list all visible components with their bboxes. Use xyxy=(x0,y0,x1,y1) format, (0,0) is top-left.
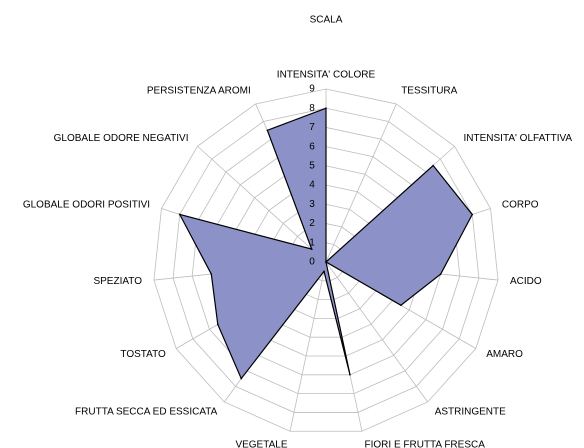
category-label-7: ASTRINGENTE xyxy=(435,406,506,417)
category-label-5: ACIDO xyxy=(510,276,542,287)
data-point-9 xyxy=(323,270,325,273)
category-label-12: SPEZIATO xyxy=(93,276,142,287)
grid-spoke-2 xyxy=(325,103,397,263)
tick-label-0: 0 xyxy=(309,257,315,268)
tick-label-7: 7 xyxy=(309,122,315,133)
category-label-10: FRUTTA SECCA ED ESSICATA xyxy=(75,406,218,417)
data-point-5 xyxy=(439,273,442,275)
data-point-15 xyxy=(266,129,269,132)
category-labels: INTENSITA' COLORE TESSITURA INTENSITA' OLF… xyxy=(23,70,573,448)
tick-label-6: 6 xyxy=(309,141,315,152)
series-area xyxy=(178,107,473,380)
data-point-3 xyxy=(432,164,434,167)
tick-label-2: 2 xyxy=(309,218,315,229)
tick-label-3: 3 xyxy=(309,199,315,210)
category-label-4: CORPO xyxy=(502,199,539,210)
data-point-4 xyxy=(471,213,474,216)
category-label-2: TESSITURA xyxy=(401,86,457,97)
tick-label-5: 5 xyxy=(309,161,315,172)
data-point-11 xyxy=(216,323,219,326)
category-label-8: FIORI E FRUTTA FRESCA xyxy=(365,440,486,448)
data-point-12 xyxy=(210,273,213,275)
tick-label-8: 8 xyxy=(309,103,315,114)
tick-label-4: 4 xyxy=(309,180,315,191)
category-label-3: INTENSITA' OLFATTIVA xyxy=(464,133,573,144)
tick-label-1: 1 xyxy=(309,237,315,248)
data-point-7 xyxy=(325,261,327,263)
chart-title: SCALA xyxy=(310,15,343,26)
grid-ring-9 xyxy=(153,88,499,432)
category-label-15: PERSISTENZA AROMI xyxy=(147,86,251,97)
radial-ticks: 0 1 2 3 4 5 6 7 8 9 xyxy=(309,84,315,268)
category-label-13: GLOBALE ODORI POSITIVI xyxy=(23,199,150,210)
category-label-1: INTENSITA' COLORE xyxy=(277,70,376,81)
category-label-9: VEGETALE xyxy=(235,440,287,448)
grid-spoke-7 xyxy=(325,261,429,403)
data-point-8 xyxy=(349,374,351,376)
category-label-14: GLOBALE ODORE NEGATIVI xyxy=(54,133,189,144)
data-point-10 xyxy=(240,377,243,380)
grid-spoke-9 xyxy=(289,261,327,432)
data-point-6 xyxy=(400,304,402,307)
category-label-6: AMARO xyxy=(486,349,523,360)
category-label-11: TOSTATO xyxy=(120,349,166,360)
series-layer xyxy=(178,107,474,380)
data-point-13 xyxy=(178,213,181,216)
tick-label-9: 9 xyxy=(309,84,315,95)
data-point-1 xyxy=(325,107,327,110)
grid-spoke-14 xyxy=(197,145,327,263)
grid-ring-8 xyxy=(172,107,480,413)
data-point-14 xyxy=(310,248,313,250)
